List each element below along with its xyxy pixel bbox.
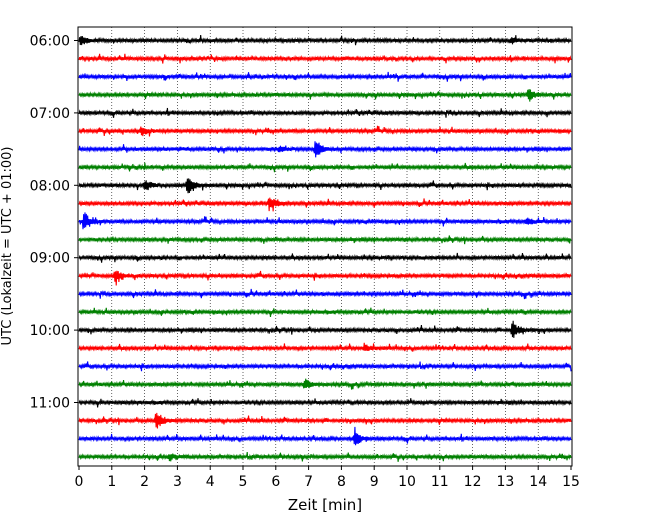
seismic-trace <box>78 35 572 46</box>
seismic-trace <box>78 125 572 137</box>
x-tick-label: 6 <box>271 474 280 490</box>
x-tick-label: 5 <box>239 474 248 490</box>
y-tick-label: 09:00 <box>30 251 70 267</box>
x-tick-label: 15 <box>562 474 580 490</box>
seismic-trace <box>78 288 572 300</box>
plot-frame <box>77 26 573 467</box>
x-tick-label: 7 <box>304 474 313 490</box>
y-axis-title: UTC (Lokalzeit = UTC + 01:00) <box>0 147 15 346</box>
seismic-trace <box>78 270 572 286</box>
seismic-trace <box>78 89 572 102</box>
seismic-trace <box>78 378 572 390</box>
x-tick-label: 1 <box>107 474 116 490</box>
x-tick-label: 0 <box>75 474 84 490</box>
seismic-trace <box>78 451 572 462</box>
x-tick-label: 4 <box>206 474 215 490</box>
seismic-trace <box>78 361 572 372</box>
seismic-trace <box>78 320 572 338</box>
seismic-trace <box>78 412 572 429</box>
seismic-traces <box>78 35 572 462</box>
x-tick-label: 8 <box>337 474 346 490</box>
x-tick-label: 3 <box>173 474 182 490</box>
y-tick-label: 06:00 <box>30 34 70 50</box>
seismic-trace <box>78 212 572 230</box>
x-tick-label: 11 <box>431 474 449 490</box>
seismic-trace <box>78 178 572 194</box>
x-tick-label: 13 <box>496 474 514 490</box>
seismic-trace <box>78 53 572 64</box>
y-tick-label: 11:00 <box>30 396 70 412</box>
x-axis-title: Zeit [min] <box>288 496 362 514</box>
grid-lines <box>111 27 539 466</box>
x-tick-label: 14 <box>529 474 547 490</box>
x-tick-label: 10 <box>398 474 416 490</box>
seismic-trace <box>78 71 572 82</box>
seismic-trace <box>78 197 572 212</box>
seismic-trace <box>78 107 572 118</box>
seismic-trace <box>78 426 572 446</box>
seismic-trace <box>78 141 572 158</box>
seismic-trace <box>78 342 572 352</box>
seismic-trace <box>78 307 572 318</box>
y-tick-label: 10:00 <box>30 323 70 339</box>
seismic-trace <box>78 398 572 408</box>
x-tick-label: 12 <box>464 474 482 490</box>
y-tick-label: 07:00 <box>30 106 70 122</box>
seismic-trace <box>78 252 572 263</box>
x-tick-label: 9 <box>370 474 379 490</box>
x-tick-label: 2 <box>140 474 149 490</box>
seismic-trace <box>78 162 572 173</box>
y-tick-label: 08:00 <box>30 178 70 194</box>
axis-ticks: 0 1 2 3 4 5 6 7 8 9 10 11 12 13 14 1506:0007:0008:0009:… <box>30 34 580 491</box>
seismic-trace <box>78 235 572 245</box>
